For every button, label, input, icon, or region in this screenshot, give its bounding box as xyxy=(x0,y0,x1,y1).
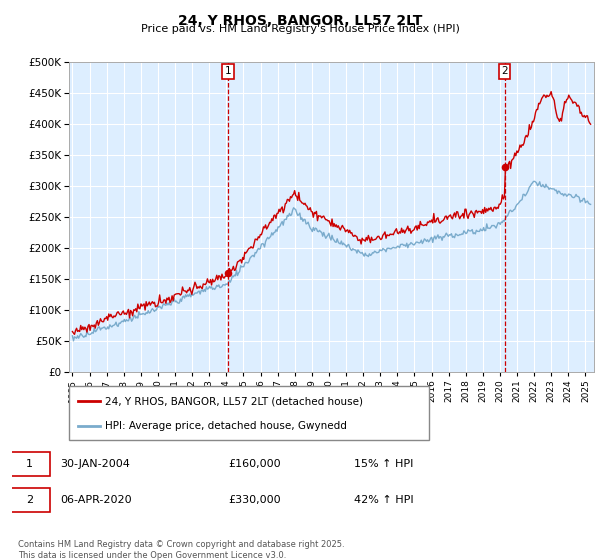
Text: HPI: Average price, detached house, Gwynedd: HPI: Average price, detached house, Gwyn… xyxy=(105,421,347,431)
Text: £160,000: £160,000 xyxy=(229,459,281,469)
Text: £330,000: £330,000 xyxy=(229,494,281,505)
Text: Price paid vs. HM Land Registry's House Price Index (HPI): Price paid vs. HM Land Registry's House … xyxy=(140,24,460,34)
Text: 1: 1 xyxy=(26,459,33,469)
Text: 2: 2 xyxy=(501,66,508,76)
Point xyxy=(223,268,232,277)
Text: 30-JAN-2004: 30-JAN-2004 xyxy=(61,459,130,469)
Text: 1: 1 xyxy=(224,66,231,76)
Point xyxy=(500,163,509,172)
Text: 42% ↑ HPI: 42% ↑ HPI xyxy=(354,494,413,505)
Text: 24, Y RHOS, BANGOR, LL57 2LT: 24, Y RHOS, BANGOR, LL57 2LT xyxy=(178,14,422,28)
FancyBboxPatch shape xyxy=(69,386,429,440)
Text: 24, Y RHOS, BANGOR, LL57 2LT (detached house): 24, Y RHOS, BANGOR, LL57 2LT (detached h… xyxy=(105,396,363,407)
Text: 15% ↑ HPI: 15% ↑ HPI xyxy=(354,459,413,469)
Text: 2: 2 xyxy=(26,494,33,505)
Text: 06-APR-2020: 06-APR-2020 xyxy=(61,494,132,505)
FancyBboxPatch shape xyxy=(9,488,50,512)
Text: Contains HM Land Registry data © Crown copyright and database right 2025.
This d: Contains HM Land Registry data © Crown c… xyxy=(18,540,344,560)
FancyBboxPatch shape xyxy=(9,452,50,476)
